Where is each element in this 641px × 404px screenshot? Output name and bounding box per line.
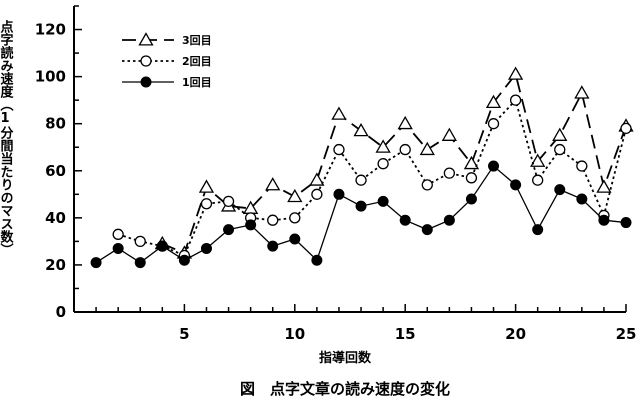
data-point — [311, 188, 323, 200]
data-point — [289, 233, 301, 245]
data-point — [530, 153, 546, 167]
data-point — [355, 174, 367, 186]
data-point — [465, 193, 477, 205]
data-point — [90, 257, 102, 269]
x-axis-title: 指導回数 — [319, 350, 372, 366]
y-tick-label: 0 — [56, 303, 66, 321]
data-point — [552, 127, 568, 141]
data-point — [598, 214, 610, 226]
legend-entry: 1回目 — [122, 75, 212, 89]
y-tick-label: 120 — [35, 21, 66, 39]
data-point — [333, 188, 345, 200]
data-point — [353, 122, 369, 137]
data-point — [620, 217, 632, 229]
series-3 — [90, 160, 632, 269]
data-point — [375, 139, 391, 153]
series-line — [117, 98, 627, 257]
data-point — [532, 224, 544, 236]
data-series — [90, 66, 634, 269]
data-point — [441, 127, 457, 141]
legend-marker — [140, 55, 152, 67]
data-point — [198, 179, 215, 193]
legend-marker — [140, 76, 152, 88]
y-tick-label: 20 — [45, 256, 66, 274]
data-point — [421, 179, 433, 191]
y-tick-label: 60 — [45, 162, 66, 180]
x-tick-label: 20 — [505, 325, 526, 343]
data-point — [487, 118, 500, 130]
data-point — [200, 242, 212, 254]
data-point — [267, 214, 279, 226]
data-point — [289, 212, 301, 224]
data-point — [265, 177, 281, 191]
data-point — [465, 172, 478, 184]
data-point — [222, 195, 235, 208]
data-point — [421, 224, 433, 236]
x-tick-label: 10 — [284, 325, 305, 343]
data-point — [333, 143, 345, 156]
data-point — [355, 200, 367, 212]
data-point — [443, 167, 456, 179]
data-point — [200, 198, 213, 210]
x-tick-label: 15 — [395, 325, 416, 343]
series-line — [161, 72, 627, 255]
data-point — [510, 179, 522, 191]
data-point — [488, 160, 500, 172]
data-point — [245, 219, 257, 231]
data-point — [331, 106, 347, 120]
x-tick-label: 5 — [179, 325, 189, 343]
data-point — [576, 193, 588, 205]
axis-ticks: 0 20 40 60 80 100 120 5 10 15 20 25 — [35, 5, 637, 343]
legend-label: 2回目 — [182, 54, 212, 68]
data-point — [399, 143, 411, 156]
data-point — [397, 115, 413, 130]
data-point — [134, 257, 146, 269]
legend: 3回目 2回目 1回目 — [122, 32, 212, 89]
data-point — [156, 240, 168, 252]
data-point — [419, 141, 435, 156]
axes — [73, 6, 626, 313]
y-tick-label: 40 — [45, 209, 66, 227]
data-point — [377, 195, 389, 207]
y-axis-title: 点字読み速度（1分間当たりのマス数） — [0, 19, 14, 256]
data-point — [596, 179, 612, 193]
data-point — [574, 85, 590, 99]
legend-marker — [138, 32, 154, 46]
data-point — [377, 158, 389, 170]
legend-label: 3回目 — [182, 33, 212, 47]
data-point — [287, 188, 303, 203]
series-2 — [112, 94, 632, 262]
figure-caption: 図 点字文章の読み速度の変化 — [240, 380, 450, 398]
data-point — [507, 66, 524, 80]
data-point — [620, 122, 632, 135]
data-point — [112, 242, 124, 254]
data-point — [267, 240, 279, 252]
data-point — [532, 174, 544, 186]
data-point — [399, 214, 411, 226]
y-tick-label: 100 — [35, 68, 66, 86]
data-point — [554, 143, 566, 156]
data-point — [311, 254, 323, 266]
data-point — [485, 94, 502, 109]
data-point — [309, 172, 325, 186]
data-point — [463, 155, 480, 170]
data-point — [509, 94, 522, 106]
legend-entry: 2回目 — [122, 54, 212, 68]
legend-entry: 3回目 — [122, 32, 212, 47]
legend-label: 1回目 — [182, 75, 212, 89]
data-point — [554, 184, 566, 196]
data-point — [112, 228, 124, 240]
data-point — [223, 224, 235, 236]
data-point — [576, 160, 588, 172]
data-point — [178, 254, 190, 266]
data-point — [134, 235, 146, 248]
y-tick-label: 80 — [45, 115, 66, 133]
data-point — [443, 214, 455, 226]
x-tick-label: 25 — [616, 325, 637, 343]
